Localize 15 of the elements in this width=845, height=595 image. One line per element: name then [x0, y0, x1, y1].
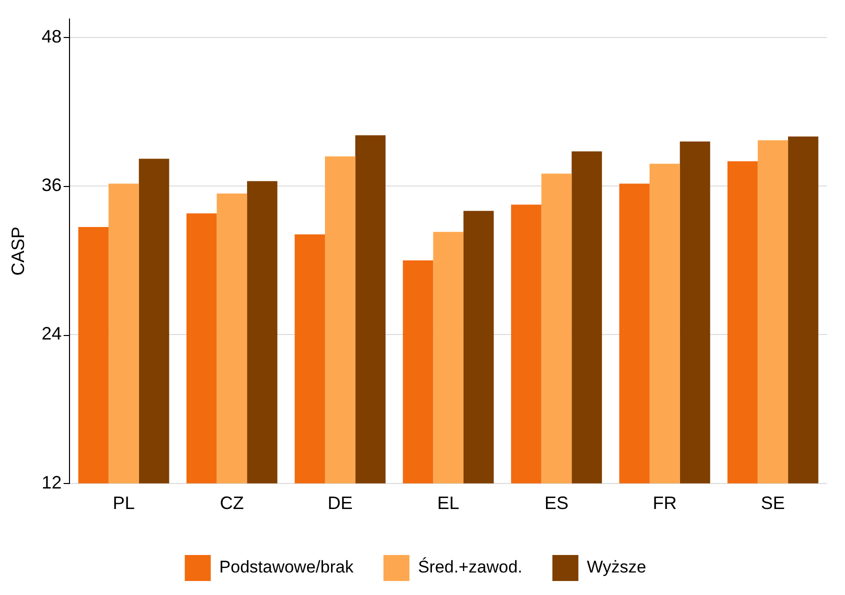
x-tick-label: EL — [437, 493, 460, 514]
x-tick-label: PL — [112, 493, 135, 514]
y-tick-label: 36 — [42, 175, 62, 196]
y-axis-title: CASP — [8, 226, 28, 276]
y-tick-label: 48 — [42, 26, 62, 46]
x-tick-label: SE — [760, 493, 785, 514]
legend-label: Śred.+zawod. — [418, 556, 522, 577]
x-tick-label: ES — [544, 493, 569, 514]
legend-label: Podstawowe/brak — [219, 558, 354, 577]
x-tick-label: CZ — [220, 493, 244, 514]
y-tick-label: 12 — [42, 472, 62, 492]
x-tick-label: FR — [652, 493, 677, 514]
y-tick-label: 24 — [42, 324, 62, 344]
x-tick-label: DE — [328, 493, 353, 514]
legend-label: Wyższe — [586, 558, 646, 577]
